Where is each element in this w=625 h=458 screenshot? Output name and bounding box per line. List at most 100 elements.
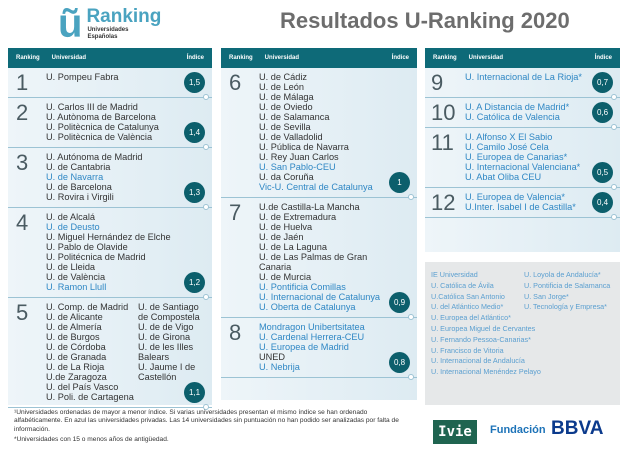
university-name: U. Pompeu Fabra	[46, 72, 119, 82]
header-indice: Índice	[186, 55, 204, 61]
rank-number: 10	[431, 100, 456, 125]
index-badge: 0,5	[592, 162, 613, 183]
bbva-logo: BBVA	[551, 418, 604, 439]
university-name: U. Europea de Valencia*	[465, 192, 565, 202]
index-badge: 0,9	[389, 292, 410, 313]
unranked-row: U. Internacional de Andalucía	[431, 356, 614, 367]
university-list-two-columns: U. Comp. de Madrid U. de Alicante U. de Al…	[46, 302, 210, 402]
unranked-university: U. Europea Miguel de Cervantes	[431, 323, 536, 333]
unranked-university: U. Internacional de Andalucía	[431, 356, 525, 366]
university-name: UNED	[259, 352, 286, 362]
table-header: Ranking Universidad Índice	[8, 48, 212, 68]
footnote-1: ¹Universidades ordenadas de mayor a meno…	[14, 409, 399, 433]
unranked-row: U. Católica de Ávila U. Pontificia de Sal…	[431, 281, 614, 292]
rank-group: 9 U. Internacional de La Rioja* 0,7	[425, 68, 620, 100]
index-badge: 1,5	[184, 72, 205, 93]
unranked-university: U. Internacional Menéndez Pelayo	[431, 367, 541, 377]
university-name: U. de Salamanca	[259, 112, 330, 122]
logo-sub2: Españolas	[87, 34, 118, 40]
university-name: U. Abat Oliba CEU	[465, 172, 542, 182]
university-name: U. de Sevilla	[259, 122, 311, 132]
rank-group: 3 U. Autónoma de Madrid U. de Cantabria U. …	[8, 148, 212, 210]
university-name: U. de Cádiz	[259, 72, 308, 82]
rank-number: 6	[229, 70, 242, 95]
rank-number: 3	[16, 150, 29, 175]
ivie-logo: Ivie	[433, 420, 477, 444]
university-name: U. Pública de Navarra	[259, 142, 349, 152]
rank-group: 10 U. A Distancia de Madrid* U. Católica d…	[425, 98, 620, 130]
rank-group: 4 U. de Alcalá U. de Deusto U. Miguel Herná…	[8, 208, 212, 300]
footnotes: ¹Universidades ordenadas de mayor a meno…	[14, 409, 414, 444]
rank-group: 8 Mondragon Unibertsitatea U. Cardenal Her…	[221, 318, 417, 380]
university-name: U. de Granada	[46, 352, 107, 362]
university-name: U. Ramon Llull	[46, 282, 107, 292]
index-badge: 1,2	[184, 272, 205, 293]
university-name: U. San Pablo-CEU	[259, 162, 336, 172]
university-name: U. de Navarra	[46, 172, 104, 182]
index-badge: 1,1	[184, 382, 205, 403]
logo-name: Ranking	[86, 6, 162, 27]
header-ranking: Ranking	[229, 55, 253, 61]
university-name: U. de de Vigo	[138, 322, 194, 332]
unranked-university: IE Universidad	[431, 270, 478, 279]
rank-number: 11	[431, 130, 454, 155]
university-name: U. de les Illes	[138, 342, 194, 352]
university-name: Vic-U. Central de Catalunya	[259, 182, 373, 192]
university-name: U. Oberta de Catalunya	[259, 302, 356, 312]
logo-mark: ũ	[58, 2, 83, 46]
unranked-row: U. Europea Miguel de Cervantes	[431, 324, 614, 335]
unranked-row: U. del Atlántico Medio* U. Tecnología y E…	[431, 302, 614, 313]
fundacion-label: Fundación	[490, 424, 546, 436]
ranking-column-1: Ranking Universidad Índice 1 U. Pompeu Fabra…	[8, 48, 212, 410]
university-name: U. Politècnica de Catalunya	[46, 122, 159, 132]
university-name: Balears	[138, 352, 170, 362]
university-name: U. de Las Palmas de Gran Canaria	[259, 252, 368, 272]
university-name: U. de Oviedo	[259, 102, 313, 112]
rank-number: 12	[431, 190, 456, 215]
header-ranking: Ranking	[433, 55, 457, 61]
unranked-university: U. Europea del Atlántico*	[431, 313, 511, 323]
university-name: U. de Murcia	[259, 272, 312, 282]
logo-sub1: Universidades	[87, 27, 129, 33]
university-name: U. de Valladolid	[259, 132, 323, 142]
university-name: U. Jaume I de	[138, 362, 196, 372]
university-name: U. Rey Juan Carlos	[259, 152, 339, 162]
university-name: U. Miguel Hernández de Elche	[46, 232, 171, 242]
university-name: U. Politécnica de Madrid	[46, 252, 146, 262]
index-badge: 0,7	[592, 72, 613, 93]
university-sublist: U. Comp. de Madrid U. de Alicante U. de Al…	[46, 302, 138, 402]
university-name: U. de La Rioja	[46, 362, 105, 372]
university-name: U. de Deusto	[46, 222, 100, 232]
university-name: U. de Santiago	[138, 302, 199, 312]
u-ranking-logo: ũ Ranking Universidades Españolas	[58, 4, 161, 44]
university-name: U. de Almería	[46, 322, 102, 332]
page-title: Resultados U-Ranking 2020	[280, 8, 570, 33]
index-badge: 1,4	[184, 122, 205, 143]
table-header: Ranking Universidad Índice	[221, 48, 417, 68]
ranking-column-2: Ranking Universidad Índice 6 U. de Cádiz U. d…	[221, 48, 417, 400]
university-name: U. Rovira i Virgili	[46, 192, 114, 202]
university-name: U. Cardenal Herrera-CEU	[259, 332, 365, 342]
unranked-row: U. Francisco de Vitoria	[431, 346, 614, 357]
university-sublist: U. de Santiago de Compostela U. de de Vigo…	[138, 302, 200, 402]
university-name: U. de Burgos	[46, 332, 100, 342]
rank-group: 6 U. de Cádiz U. de León U. de Málaga U. de …	[221, 68, 417, 200]
university-name: U. Pontificia Comillas	[259, 282, 346, 292]
university-name: U. da Coruña	[259, 172, 314, 182]
unranked-university: U. Loyola de Andalucía*	[524, 270, 601, 279]
table-header: Ranking Universidad Índice	[425, 48, 620, 68]
university-name: U. de Lleida	[46, 262, 96, 272]
university-name: U. Camilo José Cela	[465, 142, 549, 152]
rank-number: 8	[229, 320, 242, 345]
university-name: U. Internacional de Catalunya	[259, 292, 381, 302]
university-name: U. Alfonso X El Sabio	[465, 132, 553, 142]
university-name: U. de La Laguna	[259, 242, 327, 252]
university-name: U. de Alicante	[46, 312, 103, 322]
unranked-university: U. San Jorge*	[524, 291, 569, 301]
university-name: U. Nebrija	[259, 362, 300, 372]
unranked-universities: IE Universidad U. Loyola de Andalucía* U. …	[425, 262, 620, 405]
rank-number: 9	[431, 70, 444, 95]
university-name: U.de Castilla-La Mancha	[259, 202, 360, 212]
unranked-row: U. Fernando Pessoa-Canarias*	[431, 335, 614, 346]
index-badge: 1	[389, 172, 410, 193]
